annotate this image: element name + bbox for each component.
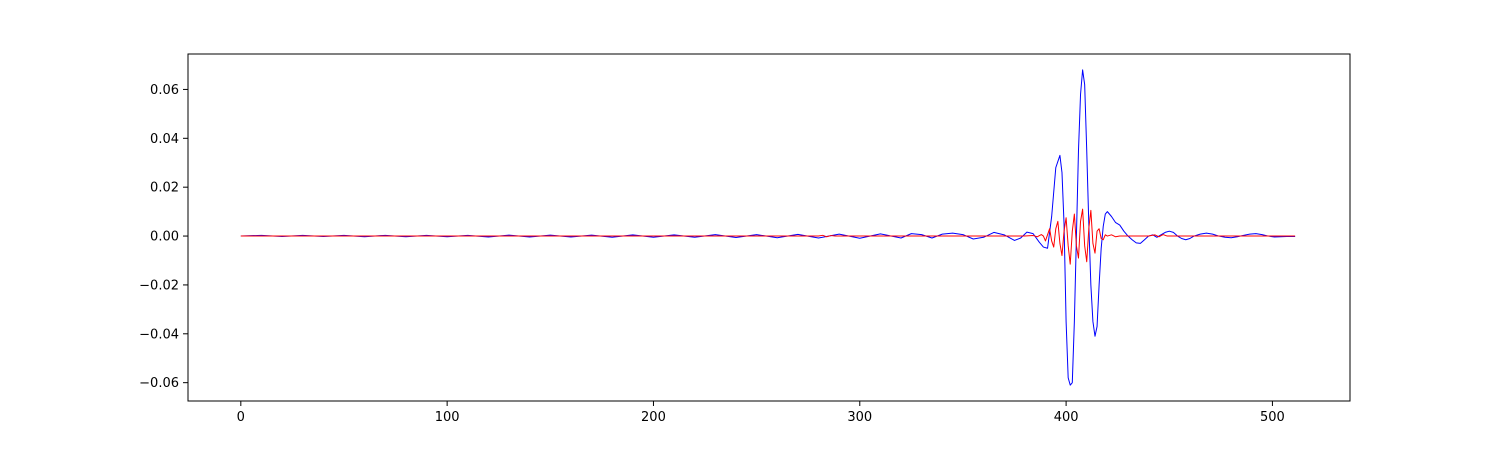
x-tick-label: 500 — [1260, 410, 1285, 425]
y-tick-label: −0.06 — [139, 376, 179, 391]
y-tick-label: 0.04 — [150, 132, 179, 147]
x-tick-label: 100 — [435, 410, 460, 425]
x-tick-label: 300 — [847, 410, 872, 425]
plot-area — [240, 69, 1296, 386]
x-axis: 0 100 200 300 400 500 — [237, 401, 1285, 425]
x-tick-label: 0 — [237, 410, 245, 425]
series-line-1 — [240, 208, 1296, 265]
x-tick-label: 400 — [1054, 410, 1079, 425]
y-tick-label: −0.04 — [139, 327, 179, 342]
x-tick-label: 200 — [641, 410, 666, 425]
y-tick-label: 0.06 — [150, 83, 179, 98]
y-tick-label: 0.02 — [150, 181, 179, 196]
y-tick-label: 0.00 — [150, 230, 179, 245]
y-axis: −0.06 −0.04 −0.02 0.00 0.02 0.04 0.06 — [139, 83, 188, 391]
plot-frame — [187, 53, 1351, 402]
y-tick-label: −0.02 — [139, 278, 179, 293]
